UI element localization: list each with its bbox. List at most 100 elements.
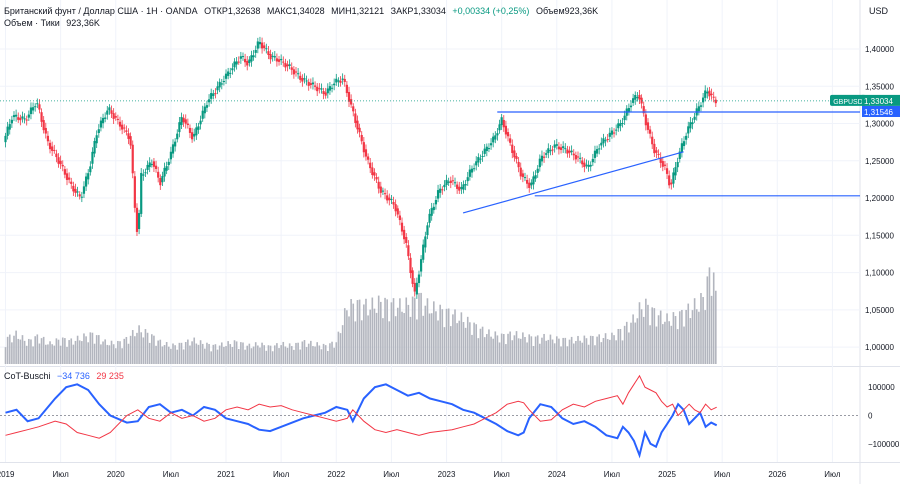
- candle-body: [133, 176, 136, 208]
- volume-bar: [712, 272, 715, 364]
- candle-body: [51, 146, 54, 151]
- time-tick-label: 2024: [548, 470, 566, 479]
- price-tick-label: 1,25000: [865, 157, 894, 166]
- volume-bar: [715, 290, 717, 364]
- volume-bar: [541, 337, 543, 364]
- volume-bar: [577, 335, 579, 364]
- candle-body: [390, 198, 393, 200]
- volume-bar: [519, 338, 522, 364]
- volume-bar: [625, 321, 628, 364]
- volume-bar: [237, 348, 240, 364]
- cot-value-red: 29 235: [96, 371, 124, 381]
- volume-bar: [293, 349, 295, 364]
- candle-body: [612, 132, 616, 134]
- candle-body: [379, 186, 382, 193]
- volume-bar: [259, 347, 261, 364]
- volume-bar: [581, 342, 584, 364]
- candle-body: [250, 55, 253, 62]
- candle-body: [265, 48, 268, 50]
- volume-bar: [392, 298, 395, 364]
- candle-body: [562, 146, 565, 149]
- candle-body: [82, 186, 86, 194]
- volume-bar: [460, 312, 463, 364]
- volume-bar: [452, 314, 454, 364]
- volume-bar: [254, 342, 257, 364]
- volume-bar: [87, 342, 90, 364]
- candle-body: [591, 158, 594, 163]
- candle-body: [239, 56, 242, 59]
- candle-body: [409, 257, 412, 274]
- volume-bar: [458, 320, 461, 364]
- candle-body: [118, 121, 122, 127]
- volume-bar: [623, 325, 626, 364]
- volume-bar: [112, 344, 115, 364]
- candle-body: [413, 282, 416, 292]
- candle-body: [356, 120, 359, 130]
- candle-body: [280, 58, 283, 61]
- candle-body: [659, 157, 662, 163]
- volume-bar: [604, 333, 607, 364]
- volume-legend-label[interactable]: Объем · Тики: [4, 18, 60, 28]
- candle-body: [595, 149, 599, 154]
- last-price-badge-text: 1,33034: [864, 97, 893, 106]
- candle-body: [135, 207, 139, 232]
- candle-body: [646, 122, 650, 130]
- volume-bar: [204, 348, 206, 364]
- volume-bar: [405, 297, 408, 364]
- time-tick-label: Июл: [53, 470, 70, 479]
- volume-bar: [68, 340, 70, 364]
- candle-body: [271, 55, 274, 57]
- volume-bar: [93, 343, 96, 364]
- candle-body: [674, 167, 677, 176]
- candle-body: [252, 55, 255, 58]
- volume-bar: [545, 340, 547, 364]
- candle-body: [309, 83, 312, 86]
- volume-bar: [575, 340, 577, 364]
- volume-bar: [208, 344, 210, 364]
- volume-bar: [341, 325, 344, 364]
- candle-body: [697, 106, 700, 112]
- candle-body: [424, 236, 427, 248]
- volume-bar: [441, 309, 444, 364]
- volume-bar: [689, 318, 692, 364]
- volume-bar: [555, 336, 558, 364]
- volume-bar: [85, 336, 87, 364]
- volume-bar: [543, 333, 545, 364]
- volume-bar: [117, 340, 119, 364]
- time-tick-label: Июл: [604, 470, 621, 479]
- volume-bar: [428, 313, 431, 364]
- candle-body: [337, 80, 340, 82]
- candle-body: [29, 107, 33, 115]
- volume-bar: [634, 322, 637, 364]
- volume-bar: [539, 343, 541, 364]
- candle-body: [434, 199, 438, 205]
- candle-body: [343, 78, 346, 82]
- candle-body: [358, 127, 361, 133]
- cot-label[interactable]: CoT-Buschi: [4, 371, 51, 381]
- volume-bar: [106, 344, 109, 364]
- volume-bar: [197, 344, 200, 364]
- candle-body: [19, 117, 22, 121]
- volume-bar: [617, 328, 620, 364]
- symbol-title[interactable]: Британский фунт / Доллар США · 1Н · OAND…: [4, 6, 198, 16]
- candle-body: [65, 173, 69, 180]
- volume-bar: [598, 334, 601, 364]
- candle-body: [286, 64, 289, 67]
- candle-body: [714, 99, 717, 104]
- volume-bar: [74, 340, 77, 364]
- currency-label[interactable]: USD: [868, 6, 888, 16]
- volume-bar: [606, 339, 609, 364]
- candle-body: [504, 125, 508, 135]
- candle-body: [182, 117, 185, 123]
- level-badge-text: 1,31546: [864, 108, 893, 117]
- volume-bar: [98, 335, 100, 364]
- candle-body: [460, 187, 463, 189]
- volume-bar: [123, 338, 126, 364]
- candle-body: [655, 150, 658, 153]
- symbol-badge: [830, 94, 866, 106]
- volume-bar: [114, 348, 117, 364]
- price-tick-label: 1,20000: [865, 194, 894, 203]
- volume-bar: [159, 339, 162, 364]
- volume-bar: [153, 335, 155, 364]
